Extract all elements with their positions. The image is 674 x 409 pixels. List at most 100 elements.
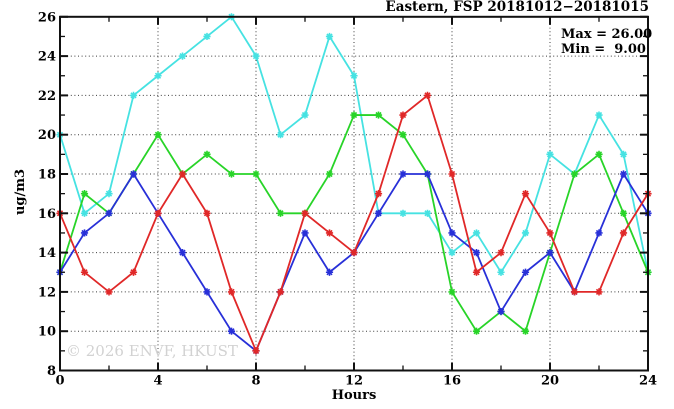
- data-point-center: [327, 231, 332, 235]
- data-point-center: [131, 270, 136, 274]
- x-axis-label: Hours: [332, 388, 377, 403]
- data-point-center: [621, 152, 626, 156]
- y-tick-label: 16: [38, 207, 56, 222]
- data-point-center: [376, 192, 381, 196]
- data-point-center: [597, 290, 601, 294]
- y-tick-label: 24: [38, 50, 56, 65]
- axis-tick-labels: 0 4 8 12 16 20 24 8 10 12 14 16 18 20 22 24 26: [38, 10, 657, 388]
- data-point-center: [523, 231, 528, 235]
- data-point-center: [327, 270, 332, 274]
- data-point-center: [131, 172, 136, 176]
- data-point-center: [523, 192, 528, 196]
- data-point-center: [621, 172, 626, 176]
- series-cyan: [56, 13, 652, 276]
- data-series: [56, 13, 652, 355]
- data-point-center: [425, 93, 430, 97]
- data-point-center: [156, 211, 160, 215]
- y-tick-label: 18: [38, 168, 56, 183]
- data-point-center: [254, 349, 258, 353]
- data-point-center: [572, 290, 577, 294]
- data-point-center: [327, 172, 332, 176]
- data-point-center: [450, 231, 454, 235]
- y-tick-label: 20: [38, 128, 56, 143]
- y-axis-label: ug/m3: [13, 169, 28, 215]
- data-point-center: [425, 172, 430, 176]
- chart-title: Eastern, FSP 20181012−20181015: [385, 0, 649, 15]
- data-point-center: [205, 152, 209, 156]
- data-point-center: [82, 231, 87, 235]
- data-point-center: [401, 172, 405, 176]
- x-tick-label: 8: [251, 374, 260, 389]
- data-point-center: [572, 172, 577, 176]
- data-point-center: [352, 74, 356, 78]
- x-tick-label: 20: [541, 374, 559, 389]
- data-point-center: [548, 152, 552, 156]
- data-point-center: [205, 290, 209, 294]
- data-point-center: [401, 133, 405, 137]
- data-point-center: [229, 329, 234, 333]
- series-green-line: [59, 114, 649, 333]
- data-point-center: [107, 211, 111, 215]
- data-point-center: [474, 329, 479, 333]
- data-point-center: [229, 290, 234, 294]
- x-tick-label: 24: [639, 374, 657, 389]
- data-point-center: [82, 211, 87, 215]
- data-point-center: [450, 172, 454, 176]
- legend-min-value: Min = 9.00: [561, 42, 646, 57]
- x-tick-label: 0: [55, 374, 64, 389]
- y-tick-label: 12: [38, 285, 56, 300]
- data-point-center: [450, 290, 454, 294]
- data-point-center: [180, 54, 185, 58]
- y-tick-label: 10: [38, 325, 56, 340]
- data-point-center: [303, 231, 307, 235]
- data-point-center: [425, 211, 430, 215]
- data-point-center: [450, 251, 454, 255]
- data-point-center: [107, 290, 111, 294]
- data-point-center: [156, 133, 160, 137]
- data-point-center: [205, 34, 209, 39]
- data-point-center: [401, 211, 405, 215]
- data-point-center: [303, 211, 307, 215]
- data-point-center: [523, 270, 528, 274]
- series-cyan-line: [59, 15, 649, 274]
- y-tick-label: 14: [38, 246, 56, 261]
- y-tick-label: 8: [47, 364, 56, 379]
- data-point-center: [352, 113, 356, 117]
- data-point-center: [474, 270, 479, 274]
- data-point-center: [229, 172, 234, 176]
- series-red: [56, 91, 652, 355]
- y-tick-label: 22: [38, 89, 56, 104]
- data-point-center: [327, 34, 332, 39]
- data-point-center: [499, 270, 503, 274]
- data-point-center: [597, 152, 601, 156]
- data-point-center: [82, 192, 87, 196]
- data-point-center: [621, 211, 626, 215]
- x-tick-label: 12: [345, 374, 363, 389]
- data-point-center: [474, 231, 479, 235]
- data-point-center: [156, 74, 160, 78]
- data-point-center: [352, 251, 356, 255]
- data-point-center: [180, 172, 185, 176]
- data-point-center: [278, 290, 283, 294]
- data-point-center: [597, 231, 601, 235]
- data-point-center: [597, 113, 601, 117]
- y-tick-label: 26: [38, 10, 56, 25]
- data-point-center: [376, 211, 381, 215]
- data-point-center: [548, 251, 552, 255]
- data-point-center: [131, 93, 136, 97]
- x-tick-label: 16: [443, 374, 461, 389]
- data-point-center: [621, 231, 626, 235]
- data-point-center: [278, 133, 283, 137]
- data-point-center: [205, 211, 209, 215]
- data-point-center: [107, 192, 111, 196]
- data-point-center: [523, 329, 528, 333]
- data-point-center: [254, 54, 258, 58]
- legend-max-value: Max = 26.00: [561, 27, 652, 42]
- data-point-center: [499, 251, 503, 255]
- data-point-center: [303, 113, 307, 117]
- data-point-center: [82, 270, 87, 274]
- x-tick-label: 4: [153, 374, 162, 389]
- watermark: © 2026 ENVF, HKUST: [66, 342, 238, 360]
